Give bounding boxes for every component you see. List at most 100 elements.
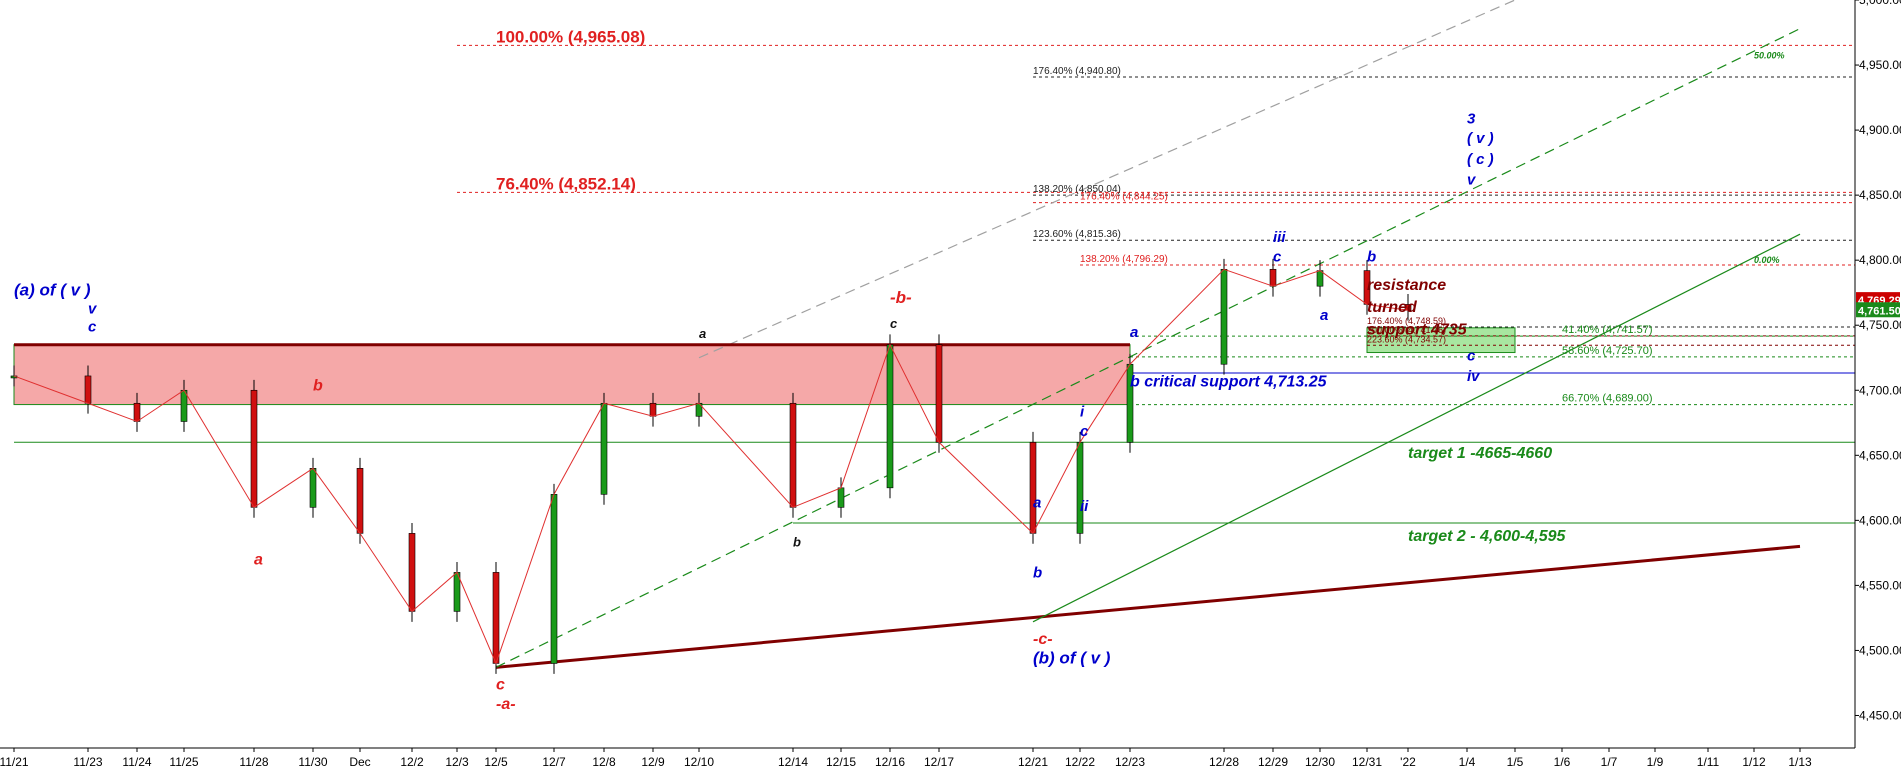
x-tick-label: 12/21 <box>1018 755 1048 769</box>
candle-body <box>1029 441 1037 534</box>
wave-annotation: -b- <box>890 288 912 307</box>
y-tick-label: 4,550.00 <box>1859 578 1901 592</box>
wave-annotation: c <box>1273 248 1282 265</box>
x-tick-label: 11/28 <box>239 755 268 769</box>
candle-body <box>1076 441 1084 534</box>
wave-annotation: b <box>1033 565 1042 582</box>
x-tick-label: 1/11 <box>1697 755 1720 769</box>
wave-annotation: a <box>1320 307 1328 324</box>
wave-annotation: iv <box>1467 368 1481 385</box>
x-tick-label: 11/25 <box>169 755 198 769</box>
wave-annotation: -a- <box>496 696 516 713</box>
y-tick-label: 4,450.00 <box>1859 708 1901 722</box>
x-tick-label: 11/21 <box>0 755 29 769</box>
candle-body <box>1220 268 1228 365</box>
price-tag-label: 4,761.50 <box>1858 305 1901 317</box>
candle-body <box>492 572 500 664</box>
x-tick-label: 12/8 <box>592 755 616 769</box>
wave-annotation: -c- <box>1033 631 1053 648</box>
x-tick-label: 12/3 <box>445 755 469 769</box>
candle-body <box>250 389 258 508</box>
level-label: 138.20% (4,850.04) <box>1033 184 1121 195</box>
zone-box <box>13 344 1131 406</box>
x-tick-label: 1/4 <box>1459 755 1476 769</box>
y-tick-label: 5,000.00 <box>1859 0 1901 7</box>
wave-annotation: i <box>1080 403 1085 420</box>
y-tick-label: 4,700.00 <box>1859 383 1901 397</box>
x-tick-label: 1/9 <box>1647 755 1664 769</box>
wave-annotation: c <box>1467 347 1476 364</box>
level-label: 41.40% (4,741.57) <box>1562 324 1653 336</box>
x-tick-label: 12/31 <box>1352 755 1382 769</box>
y-tick-label: 4,800.00 <box>1859 253 1901 267</box>
wave-annotation: ( v ) <box>1467 130 1494 147</box>
x-tick-label: 12/28 <box>1209 755 1239 769</box>
x-tick-label: 1/13 <box>1788 755 1812 769</box>
x-tick-label: Dec <box>349 755 370 769</box>
candle-body <box>649 402 657 417</box>
candle-body <box>309 468 317 508</box>
zone-box <box>1366 327 1516 354</box>
wave-annotation: a <box>254 552 263 569</box>
y-tick-label: 4,900.00 <box>1859 123 1901 137</box>
wave-annotation: resistance <box>1367 277 1446 294</box>
trend-line <box>495 28 1801 668</box>
x-tick-label: 12/9 <box>641 755 665 769</box>
wave-annotation: b critical support 4,713.25 <box>1130 373 1328 390</box>
wave-annotation: 3 <box>1467 111 1476 128</box>
wave-annotation: b <box>1367 248 1376 265</box>
wave-annotation: support 4735 <box>1367 321 1468 338</box>
trend-line <box>698 0 1516 359</box>
x-tick-label: 12/17 <box>924 755 954 769</box>
candle-body <box>1316 270 1324 287</box>
candle-body <box>600 402 608 495</box>
wave-annotation: b <box>793 534 801 549</box>
candle-body <box>789 402 797 508</box>
x-tick-label: 1/5 <box>1507 755 1524 769</box>
x-tick-label: 12/2 <box>400 755 424 769</box>
candle-body <box>84 375 92 404</box>
candle-body <box>356 468 364 534</box>
level-label: 138.20% (4,796.29) <box>1080 254 1168 265</box>
y-tick-label: 4,950.00 <box>1859 58 1901 72</box>
candle-body <box>408 533 416 612</box>
wave-annotation: target 2 - 4,600-4,595 <box>1408 528 1567 545</box>
level-label: 58.60% (4,725.70) <box>1562 345 1653 357</box>
y-tick-label: 4,650.00 <box>1859 448 1901 462</box>
wave-annotation: v <box>88 301 98 318</box>
wave-annotation: v <box>1467 172 1477 189</box>
wave-annotation: ( c ) <box>1467 151 1494 168</box>
x-tick-label: 1/12 <box>1742 755 1766 769</box>
price-series-line <box>13 268 1409 665</box>
x-tick-label: 12/7 <box>542 755 566 769</box>
x-tick-label: 12/29 <box>1258 755 1288 769</box>
wave-annotation: (a) of ( v ) <box>14 280 91 299</box>
trend-line <box>1032 233 1801 623</box>
candle-body <box>935 344 943 443</box>
candle-body <box>550 494 558 664</box>
x-tick-label: 12/30 <box>1305 755 1335 769</box>
y-tick-label: 4,750.00 <box>1859 318 1901 332</box>
wave-annotation: (b) of ( v ) <box>1033 648 1111 667</box>
x-tick-label: 12/22 <box>1065 755 1095 769</box>
wave-annotation: c <box>1080 423 1089 440</box>
level-label: 176.40% (4,940.80) <box>1033 66 1121 77</box>
x-tick-label: 11/23 <box>73 755 102 769</box>
level-label: 76.40% (4,852.14) <box>496 174 636 193</box>
wave-annotation: a <box>1130 324 1138 341</box>
x-tick-label: 11/30 <box>298 755 327 769</box>
candle-body <box>886 344 894 489</box>
x-tick-label: 1/6 <box>1554 755 1571 769</box>
candle-body <box>180 389 188 422</box>
x-tick-label: 12/23 <box>1115 755 1145 769</box>
wave-annotation: c <box>496 676 505 693</box>
level-label: 123.60% (4,815.36) <box>1033 229 1121 240</box>
level-label: 200.00% (4,741.76) <box>1367 325 1446 335</box>
y-tick-label: 4,600.00 <box>1859 513 1901 527</box>
wave-annotation: ii <box>1080 498 1089 515</box>
x-tick-label: 12/14 <box>778 755 808 769</box>
x-tick-label: 12/15 <box>826 755 856 769</box>
level-label: 176.40% (4,844.25) <box>1080 192 1168 203</box>
y-tick-label: 4,850.00 <box>1859 188 1901 202</box>
